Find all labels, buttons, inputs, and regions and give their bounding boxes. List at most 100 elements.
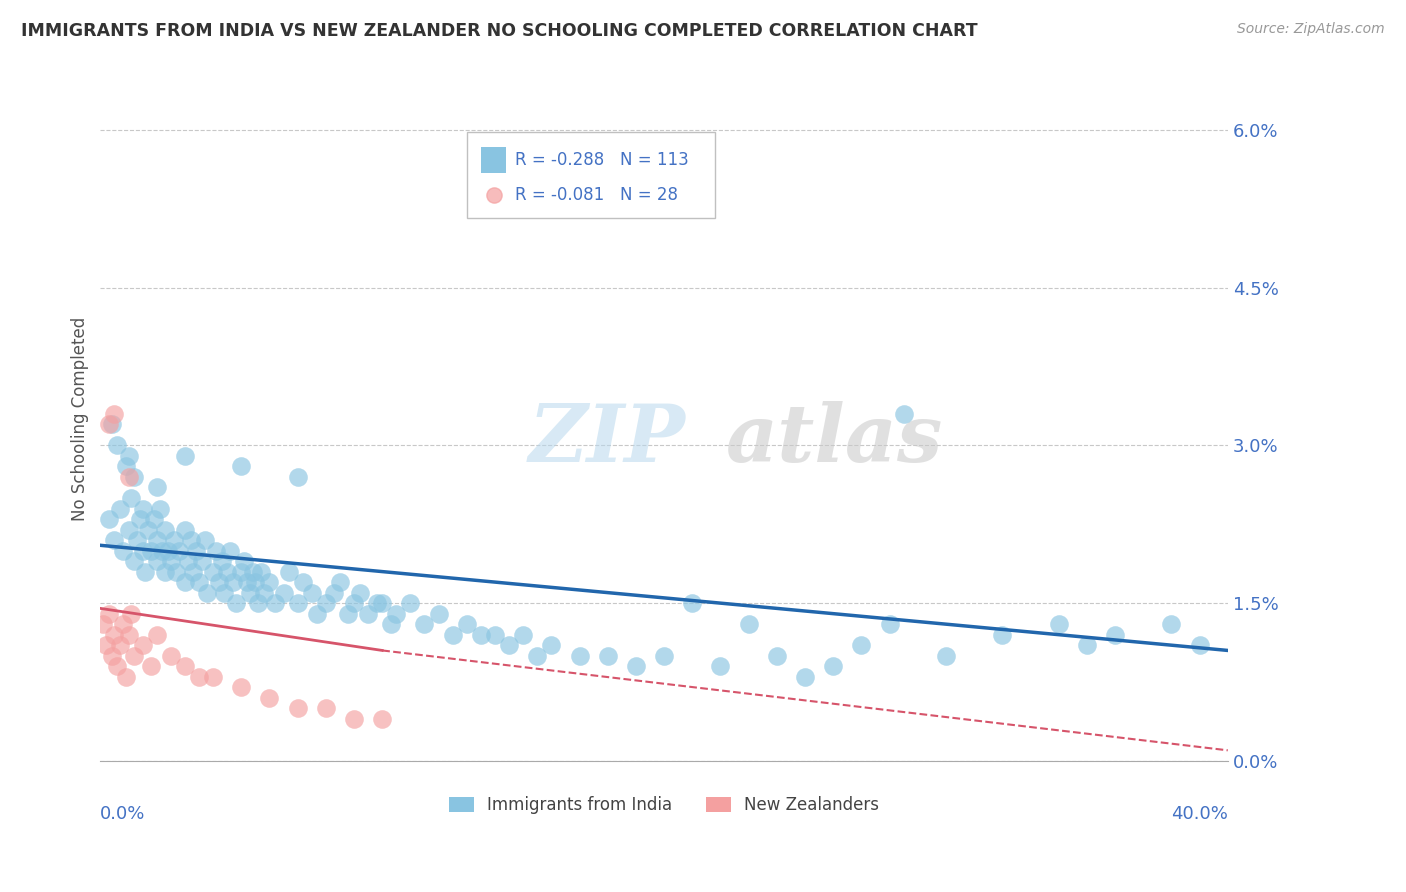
Point — [122, 554, 145, 568]
Point — [253, 585, 276, 599]
Point — [247, 596, 270, 610]
Point — [278, 565, 301, 579]
Point — [122, 648, 145, 663]
Point — [174, 659, 197, 673]
Point — [385, 607, 408, 621]
Point — [681, 596, 703, 610]
Point — [371, 596, 394, 610]
Point — [273, 585, 295, 599]
Point — [131, 638, 153, 652]
Point — [242, 565, 264, 579]
Point — [315, 701, 337, 715]
Point — [366, 596, 388, 610]
Point — [219, 543, 242, 558]
Point — [159, 648, 181, 663]
Point — [470, 628, 492, 642]
Point — [935, 648, 957, 663]
Point — [174, 449, 197, 463]
Text: R = -0.288   N = 113: R = -0.288 N = 113 — [515, 151, 689, 169]
Point — [89, 754, 111, 768]
Point — [292, 575, 315, 590]
Point — [231, 680, 253, 694]
Point — [131, 501, 153, 516]
Point — [231, 565, 253, 579]
Point — [120, 607, 142, 621]
Point — [1188, 638, 1211, 652]
Point — [357, 607, 380, 621]
Point — [100, 417, 122, 432]
Point — [287, 596, 309, 610]
Point — [145, 628, 167, 642]
Point — [380, 617, 402, 632]
Point — [596, 648, 619, 663]
Point — [765, 648, 787, 663]
Point — [114, 459, 136, 474]
Point — [823, 659, 845, 673]
Point — [105, 438, 128, 452]
Point — [97, 417, 120, 432]
Point — [307, 607, 329, 621]
Point — [136, 523, 159, 537]
Point — [1047, 617, 1070, 632]
Point — [188, 575, 211, 590]
Point — [709, 659, 731, 673]
Point — [208, 575, 231, 590]
Point — [111, 617, 134, 632]
Point — [91, 617, 114, 632]
Point — [211, 554, 233, 568]
Point — [245, 575, 267, 590]
Point — [165, 565, 187, 579]
Point — [794, 670, 817, 684]
Point — [114, 670, 136, 684]
Point — [512, 628, 534, 642]
Point — [1104, 628, 1126, 642]
Point — [1160, 617, 1182, 632]
Point — [180, 533, 202, 547]
Point — [287, 470, 309, 484]
Point — [371, 712, 394, 726]
Point — [427, 607, 450, 621]
Point — [315, 596, 337, 610]
Point — [225, 596, 247, 610]
Point — [117, 523, 139, 537]
Point — [250, 565, 273, 579]
Point — [239, 585, 262, 599]
Point — [343, 596, 366, 610]
Point — [343, 712, 366, 726]
Point — [652, 648, 675, 663]
Point — [145, 480, 167, 494]
Point — [191, 554, 214, 568]
Point — [413, 617, 436, 632]
Point — [97, 512, 120, 526]
Point — [205, 543, 228, 558]
Point — [150, 543, 173, 558]
Point — [456, 617, 478, 632]
Point — [329, 575, 352, 590]
Text: ZIP: ZIP — [529, 401, 686, 478]
Point — [991, 628, 1014, 642]
Point — [174, 523, 197, 537]
Point — [108, 638, 131, 652]
Point — [568, 648, 591, 663]
Point — [194, 533, 217, 547]
FancyBboxPatch shape — [481, 147, 506, 173]
Text: IMMIGRANTS FROM INDIA VS NEW ZEALANDER NO SCHOOLING COMPLETED CORRELATION CHART: IMMIGRANTS FROM INDIA VS NEW ZEALANDER N… — [21, 22, 977, 40]
Point — [148, 501, 170, 516]
Point — [259, 575, 281, 590]
Y-axis label: No Schooling Completed: No Schooling Completed — [72, 317, 89, 521]
Point — [879, 617, 901, 632]
Point — [153, 565, 176, 579]
Point — [287, 701, 309, 715]
Point — [159, 554, 181, 568]
Point — [131, 543, 153, 558]
Point — [399, 596, 422, 610]
Point — [202, 565, 225, 579]
Point — [117, 470, 139, 484]
Point — [111, 543, 134, 558]
Text: 40.0%: 40.0% — [1171, 805, 1227, 823]
Point — [145, 554, 167, 568]
Point — [105, 659, 128, 673]
Point — [128, 512, 150, 526]
Point — [202, 670, 225, 684]
Point — [301, 585, 323, 599]
